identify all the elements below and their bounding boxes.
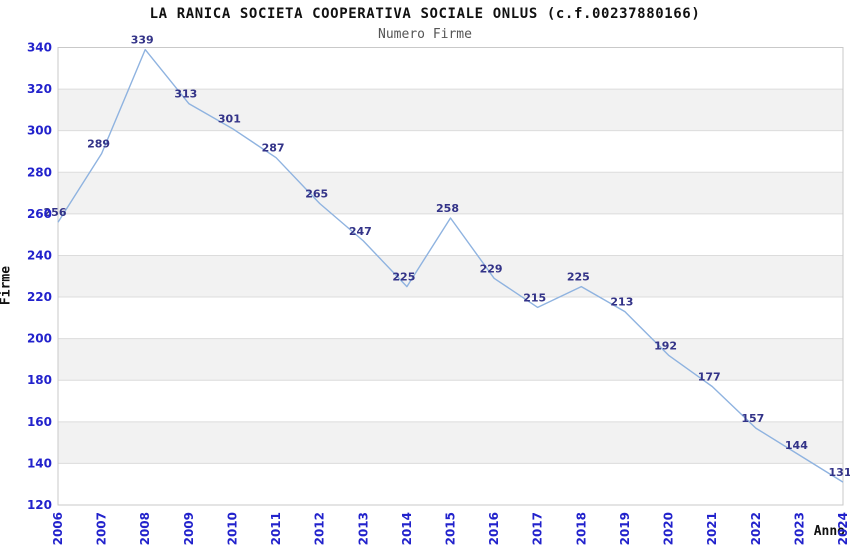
x-tick-label: 2011 bbox=[269, 512, 283, 545]
chart-subtitle: Numero Firme bbox=[378, 27, 472, 42]
band bbox=[58, 89, 843, 131]
value-label: 313 bbox=[174, 88, 197, 101]
x-tick-label: 2020 bbox=[662, 512, 676, 545]
x-tick-label: 2007 bbox=[95, 512, 109, 545]
value-label: 256 bbox=[44, 206, 67, 219]
value-label: 157 bbox=[741, 412, 764, 425]
value-label: 301 bbox=[218, 113, 241, 126]
x-tick-label: 2016 bbox=[487, 512, 501, 545]
x-tick-label: 2021 bbox=[705, 512, 719, 545]
series-line bbox=[57, 48, 844, 483]
value-label: 265 bbox=[305, 188, 328, 201]
value-label: 247 bbox=[349, 225, 372, 238]
x-tick-label: 2013 bbox=[356, 512, 370, 545]
value-label: 225 bbox=[392, 271, 415, 284]
x-tick-label: 2022 bbox=[749, 512, 763, 545]
y-tick-label: 220 bbox=[27, 290, 52, 304]
x-tick-label: 2019 bbox=[618, 512, 632, 545]
x-tick-label: 2014 bbox=[400, 512, 414, 545]
value-label: 215 bbox=[523, 291, 546, 304]
y-tick-label: 340 bbox=[27, 41, 52, 55]
value-label: 339 bbox=[131, 34, 154, 47]
value-label: 213 bbox=[610, 296, 633, 309]
x-tick-label: 2018 bbox=[574, 512, 588, 545]
x-tick-label: 2012 bbox=[313, 512, 327, 545]
y-tick-label: 320 bbox=[27, 82, 52, 96]
x-tick-label: 2010 bbox=[225, 512, 239, 545]
x-tick-label: 2017 bbox=[531, 512, 545, 545]
band bbox=[58, 421, 843, 464]
y-tick-label: 280 bbox=[27, 165, 52, 179]
value-label: 229 bbox=[480, 262, 503, 275]
y-tick-label: 300 bbox=[27, 124, 52, 138]
value-label: 258 bbox=[436, 202, 459, 215]
value-label: 225 bbox=[567, 271, 590, 284]
y-tick-label: 180 bbox=[27, 373, 52, 387]
x-tick-label: 2024 bbox=[836, 512, 850, 545]
band bbox=[58, 255, 843, 298]
x-tick-label: 2023 bbox=[792, 512, 806, 545]
plot-border bbox=[57, 47, 844, 506]
y-tick-label: 260 bbox=[27, 207, 52, 221]
x-axis-title: Anno bbox=[813, 524, 845, 539]
chart-title: LA RANICA SOCIETA COOPERATIVA SOCIALE ON… bbox=[149, 6, 701, 22]
y-tick-label: 200 bbox=[27, 332, 52, 346]
value-label: 289 bbox=[87, 138, 110, 151]
x-tick-label: 2006 bbox=[51, 512, 65, 545]
x-tick-label: 2015 bbox=[444, 512, 458, 545]
value-label: 144 bbox=[785, 439, 808, 452]
x-tick-label: 2008 bbox=[138, 512, 152, 545]
value-label: 192 bbox=[654, 339, 677, 352]
value-label: 177 bbox=[698, 371, 721, 384]
x-tick-label: 2009 bbox=[182, 512, 196, 545]
value-label: 131 bbox=[829, 466, 850, 479]
band bbox=[58, 172, 843, 214]
band bbox=[58, 338, 843, 381]
y-tick-label: 240 bbox=[27, 249, 52, 263]
y-tick-label: 120 bbox=[27, 498, 52, 512]
y-tick-label: 160 bbox=[27, 415, 52, 429]
y-tick-label: 140 bbox=[27, 456, 52, 470]
value-label: 287 bbox=[262, 142, 285, 155]
